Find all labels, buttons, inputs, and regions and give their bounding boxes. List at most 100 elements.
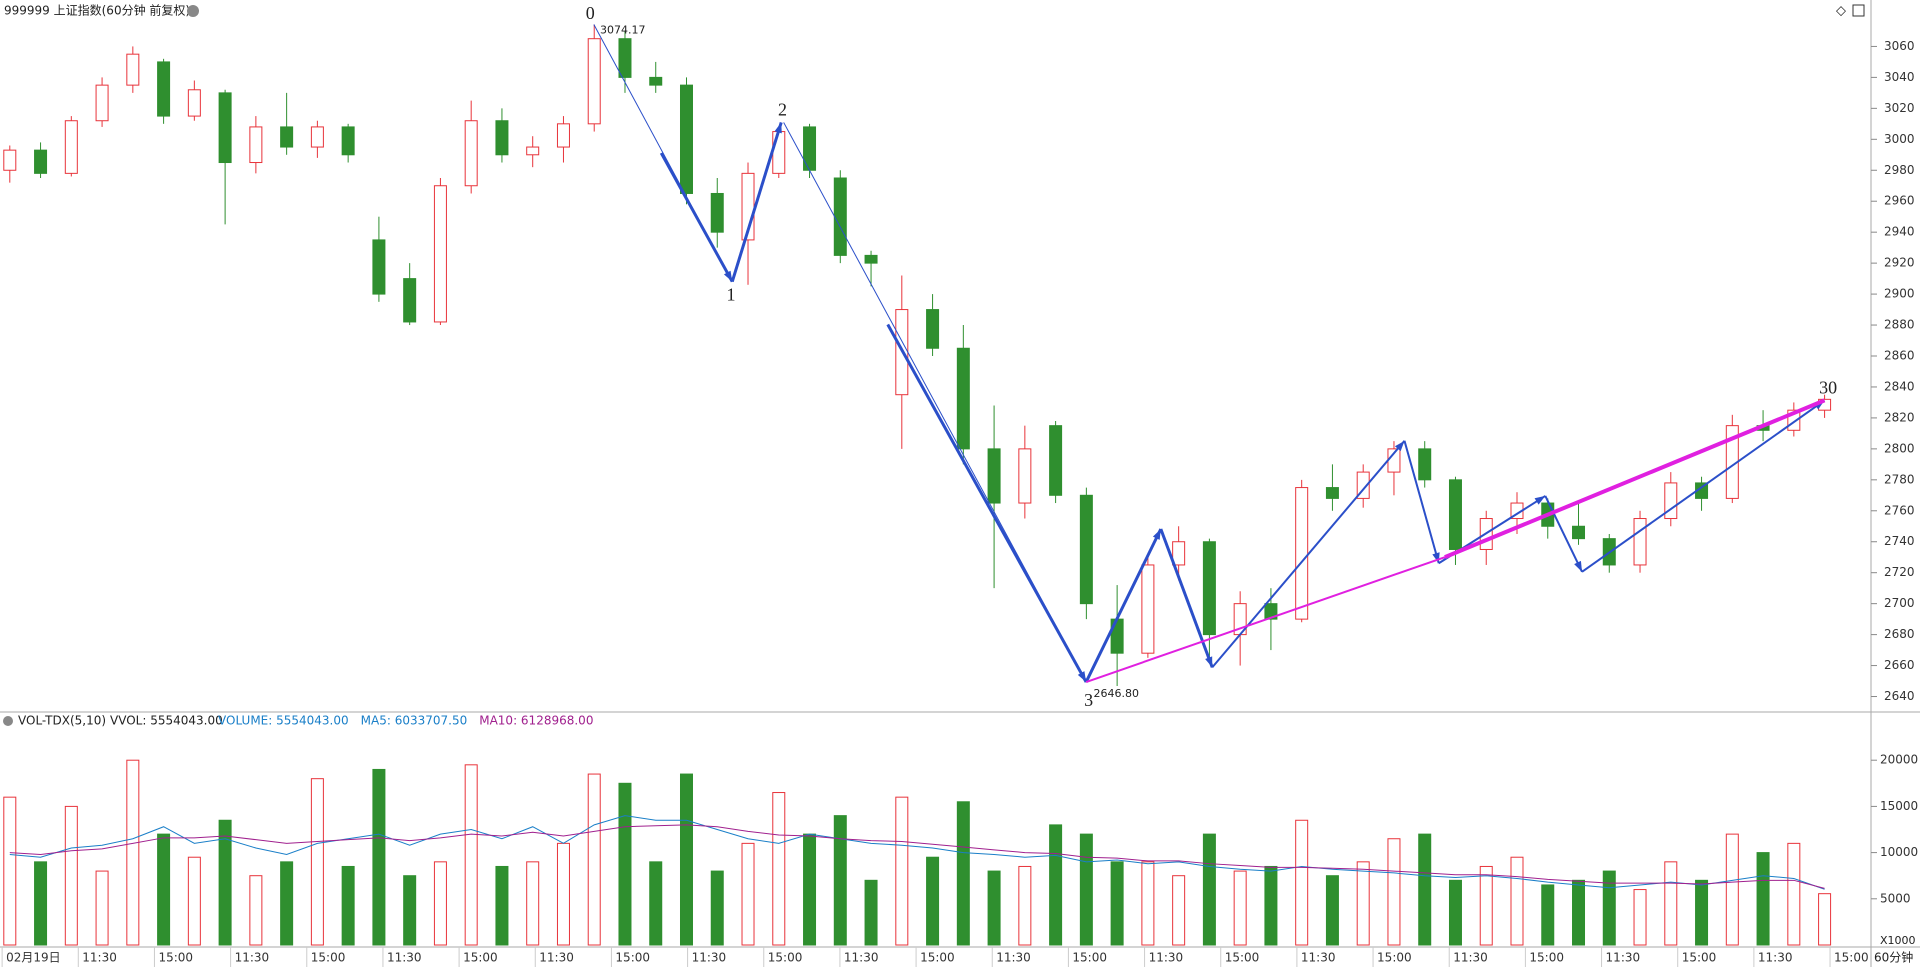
- volume-bar: [1572, 879, 1586, 946]
- candle-body: [556, 123, 570, 148]
- chart-title: 999999 上证指数(60分钟 前复权): [4, 3, 190, 18]
- trend-line: [1084, 528, 1163, 683]
- volume-bar: [403, 875, 417, 946]
- candle-body: [618, 38, 632, 78]
- candle-body: [95, 84, 109, 122]
- volume-bar: [1325, 875, 1339, 946]
- candle-body: [341, 126, 355, 156]
- volume-bar: [1018, 865, 1032, 946]
- y-tick-label: 2960: [1884, 194, 1915, 208]
- volume-bar: [1756, 852, 1770, 946]
- volume-bar: [464, 764, 478, 946]
- volume-bar: [1264, 865, 1278, 946]
- volume-bar: [1079, 833, 1093, 946]
- volume-bar: [741, 842, 755, 946]
- y-tick-label: 2840: [1884, 379, 1915, 393]
- volume-bar: [587, 773, 601, 946]
- x-tick-label: 11:30: [235, 951, 270, 965]
- candle-body: [772, 131, 786, 174]
- y-tick-label: 3000: [1884, 132, 1915, 146]
- y-tick-label: 2800: [1884, 441, 1915, 455]
- candle-body: [1572, 525, 1586, 540]
- candle-body: [310, 126, 324, 148]
- arrow-head: [1152, 528, 1161, 540]
- y-tick-label: 20000: [1880, 753, 1918, 767]
- candle-body: [710, 192, 724, 233]
- trend-line: [1085, 556, 1446, 683]
- candle-body: [1018, 448, 1032, 504]
- volume-bar: [64, 805, 78, 946]
- volume-bar: [649, 861, 663, 946]
- trend-line: [886, 323, 1088, 683]
- volume-bar: [1295, 819, 1309, 946]
- arrow-head: [1534, 495, 1546, 505]
- volume-bar: [1110, 861, 1124, 946]
- candle-body: [987, 448, 1001, 504]
- y-tick-label: 2640: [1884, 689, 1915, 703]
- candle-body: [157, 61, 171, 117]
- panel-icon[interactable]: [1852, 4, 1865, 17]
- candle-body: [833, 177, 847, 256]
- wave-label: 3: [1084, 690, 1093, 710]
- y-tick-label: 2880: [1884, 318, 1915, 332]
- y-tick-label: 2700: [1884, 596, 1915, 610]
- trend-line: [1159, 528, 1214, 668]
- y-tick-label: 2720: [1884, 565, 1915, 579]
- trend-line: [1581, 399, 1826, 573]
- candle-body: [249, 126, 263, 164]
- y-tick-label: 3060: [1884, 39, 1915, 53]
- x-tick-label: 15:00: [1529, 951, 1564, 965]
- x-tick-label: 15:00: [1225, 951, 1260, 965]
- volume-bar: [1141, 861, 1155, 946]
- menu-button[interactable]: [187, 5, 199, 17]
- x-tick-label: 11:30: [1758, 951, 1793, 965]
- arrow-head: [1077, 671, 1087, 683]
- vol-menu-button[interactable]: [3, 716, 13, 726]
- candle-body: [280, 126, 294, 148]
- x-tick-label: 15:00: [768, 951, 803, 965]
- volume-bar: [1387, 838, 1401, 946]
- candle-body: [1664, 482, 1678, 520]
- candle-body: [679, 84, 693, 194]
- candle-body: [1633, 518, 1647, 566]
- vol-title: VOL-TDX(5,10): [18, 714, 106, 728]
- y-tick-label: 2780: [1884, 472, 1915, 486]
- volume-bar: [495, 865, 509, 946]
- candle-body: [803, 126, 817, 171]
- volume-bar: [157, 833, 171, 946]
- volume-bar: [310, 778, 324, 946]
- candle-body: [1141, 564, 1155, 654]
- volume-bar: [926, 856, 940, 946]
- volume-bar: [1787, 842, 1801, 946]
- trend-line: [730, 122, 783, 283]
- candle-body: [864, 254, 878, 264]
- y-tick-label: 2980: [1884, 163, 1915, 177]
- volume-bar: [433, 861, 447, 946]
- diamond-icon[interactable]: ◇: [1836, 4, 1846, 19]
- volume-bar: [1725, 833, 1739, 946]
- volume-bar: [526, 861, 540, 946]
- volume-bar: [1172, 875, 1186, 946]
- candle-body: [956, 347, 970, 450]
- legend-entry: MA5: 6033707.50: [361, 714, 468, 728]
- x-tick-label: 15:00: [311, 951, 346, 965]
- y-tick-label: 10000: [1880, 845, 1918, 859]
- candle-body: [64, 120, 78, 174]
- arrow-head: [1205, 656, 1213, 668]
- candle-body: [403, 278, 417, 323]
- x-tick-label: 11:30: [1301, 951, 1336, 965]
- y-tick-label: 3040: [1884, 70, 1915, 84]
- volume-bar: [710, 870, 724, 946]
- candle-body: [1418, 448, 1432, 481]
- volume-bar: [187, 856, 201, 946]
- x-tick-label: 15:00: [1834, 951, 1869, 965]
- trend-line: [1544, 495, 1583, 573]
- unit-label: X1000: [1880, 934, 1916, 947]
- volume-bar: [1510, 856, 1524, 946]
- candle-body: [433, 185, 447, 323]
- volume-bar: [218, 819, 232, 946]
- x-tick-label: 11:30: [1149, 951, 1184, 965]
- period-label: 60分钟: [1874, 950, 1913, 965]
- volume-bar: [679, 773, 693, 946]
- volume-bar: [1602, 870, 1616, 946]
